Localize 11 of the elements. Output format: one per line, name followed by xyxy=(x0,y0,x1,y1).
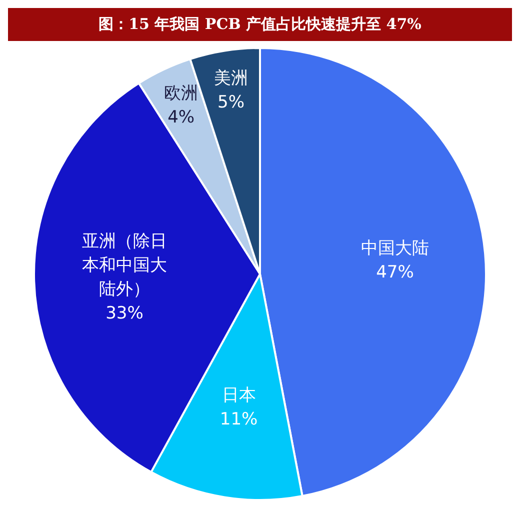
data-label: 5% xyxy=(218,92,244,112)
slice-label: 中国大陆 xyxy=(361,238,429,259)
data-label: 47% xyxy=(376,262,414,283)
slice-label: 美洲 xyxy=(214,68,248,88)
slice-label: 亚洲（除日本和中国大陆外） xyxy=(82,232,167,300)
chart-title: 图：15 年我国 PCB 产值占比快速提升至 47% xyxy=(8,8,512,41)
data-label: 33% xyxy=(106,304,144,324)
slice-label: 欧洲 xyxy=(164,84,198,104)
data-label: 11% xyxy=(220,409,258,430)
data-label: 4% xyxy=(168,108,195,128)
slice-label: 日本 xyxy=(222,385,256,406)
